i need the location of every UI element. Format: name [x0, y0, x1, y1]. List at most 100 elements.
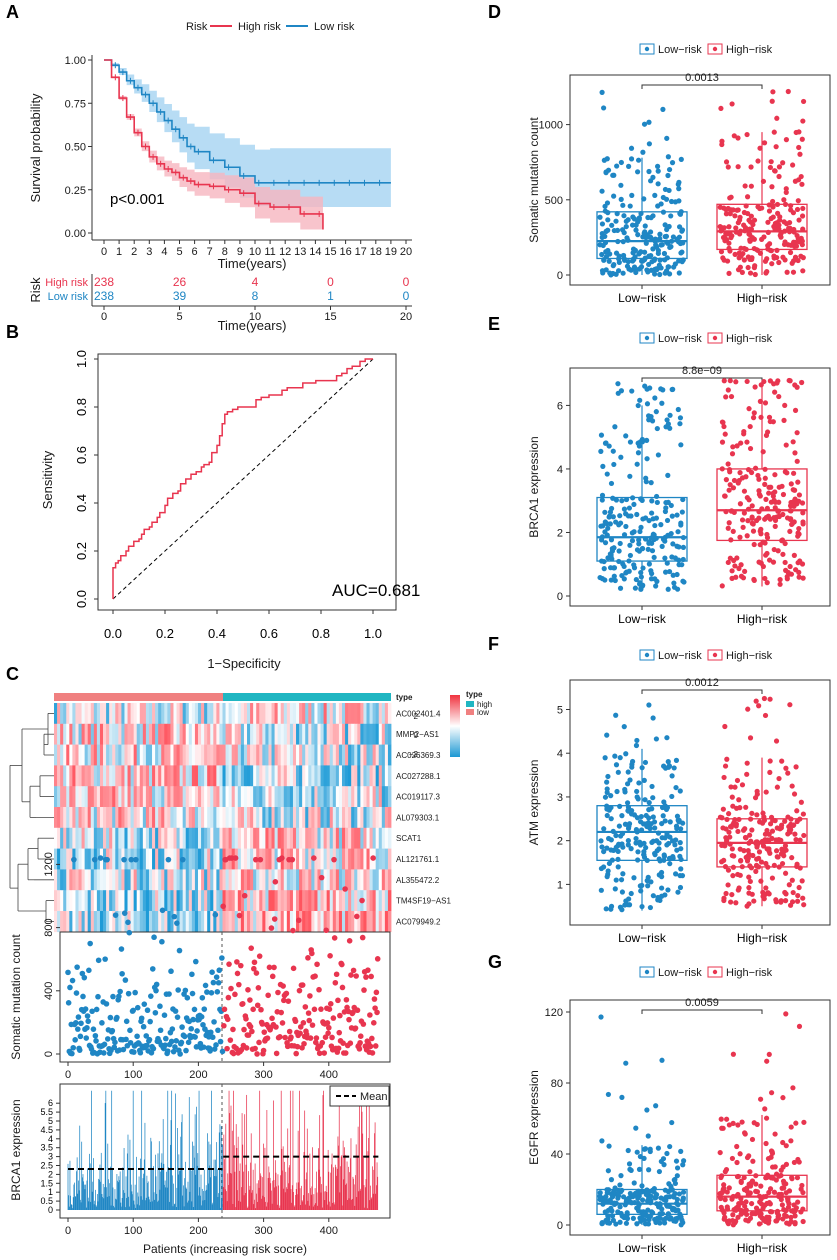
heat-cell: [201, 827, 205, 849]
box-point-f: [653, 736, 659, 742]
heat-cell: [277, 827, 282, 849]
box-point-f: [650, 893, 656, 899]
heat-cell: [204, 786, 208, 808]
heat-cell: [366, 911, 370, 933]
heat-cell: [216, 890, 220, 912]
scatter-point: [369, 1050, 376, 1056]
box-point-d: [799, 136, 805, 142]
scatter-point: [137, 1049, 144, 1056]
heat-cell: [348, 703, 352, 725]
scatter-point: [170, 1048, 177, 1055]
box-point-e: [787, 378, 793, 384]
heat-cell: [161, 723, 165, 745]
box-point-d: [749, 255, 755, 261]
heat-cell: [164, 869, 168, 891]
box-point-d: [744, 194, 751, 200]
significance-bracket-f: [641, 689, 763, 694]
heat-cell: [145, 765, 150, 787]
heat-cell: [188, 827, 193, 849]
box-point-e: [658, 386, 664, 392]
box-point-g: [730, 1212, 736, 1218]
heat-cell: [296, 848, 300, 870]
scatter-point: [326, 1024, 332, 1031]
box-point-d: [769, 184, 775, 190]
heat-cell: [57, 827, 61, 849]
box-point-e: [725, 387, 731, 393]
box-point-d: [646, 141, 652, 147]
box-point-g: [604, 1220, 611, 1226]
box-point-g: [658, 1158, 664, 1165]
heat-cell: [311, 807, 315, 829]
box-point-e: [618, 454, 624, 460]
box-point-e: [669, 513, 675, 519]
heat-cell: [155, 911, 159, 933]
heat-cell: [265, 869, 269, 891]
heat-cell: [66, 723, 70, 745]
box-point-g: [719, 1125, 725, 1131]
heat-cell: [253, 703, 257, 725]
box-point-g: [599, 1219, 605, 1226]
box-point-d: [783, 221, 790, 227]
box-point-e: [719, 419, 726, 425]
box-point-g: [674, 1196, 680, 1203]
heat-cell: [274, 723, 279, 745]
heat-cell: [84, 765, 89, 787]
box-point-f: [642, 797, 648, 803]
box-point-f: [662, 818, 668, 824]
heat-cell: [57, 723, 61, 745]
scatter-point: [104, 856, 110, 863]
heat-cell: [381, 827, 386, 849]
heat-cell: [296, 765, 300, 787]
heat-cell: [363, 869, 367, 891]
box-point-d: [618, 159, 624, 166]
risk-x-tick-label: 10: [249, 311, 261, 323]
heat-cell: [72, 723, 76, 745]
box-point-f: [604, 779, 610, 785]
heat-cell: [96, 765, 101, 787]
heat-cell: [384, 807, 389, 829]
heat-cell: [228, 786, 233, 808]
pvalue-e: 8.8e−09: [682, 365, 722, 377]
y-axis-label-e: BRCA1 expression: [527, 436, 541, 537]
box-point-e: [649, 498, 655, 504]
box-point-d: [770, 214, 776, 220]
heat-cell: [363, 848, 367, 870]
heat-cell: [299, 848, 303, 870]
heat-cell: [311, 869, 315, 891]
heat-cell: [185, 703, 190, 725]
box-point-e: [782, 540, 788, 547]
heat-cell: [259, 827, 263, 849]
heat-cell: [286, 765, 291, 787]
box-point-g: [778, 1167, 784, 1173]
heat-cell: [176, 744, 181, 766]
box-point-f: [790, 889, 796, 896]
box-point-f: [799, 878, 805, 884]
box-point-e: [793, 567, 799, 573]
box-point-f: [729, 794, 735, 800]
heat-cell: [354, 744, 358, 766]
heat-cell: [63, 827, 67, 849]
scatter-point: [232, 855, 239, 861]
y-tick-label-b: 0.0: [74, 590, 89, 608]
box-point-f: [673, 871, 679, 877]
box-point-d: [784, 269, 790, 275]
heat-cell: [179, 744, 184, 766]
box-point-e: [727, 469, 733, 475]
box-point-f: [656, 872, 662, 878]
panel-c-heatmap: type AC002401.4MMP2−AS1AC026369.3AC02728…: [9, 690, 492, 933]
heat-cell: [348, 890, 352, 912]
box-point-e: [599, 576, 606, 582]
box-point-g: [747, 1215, 754, 1221]
box-point-f: [633, 835, 639, 842]
heat-cell: [155, 744, 159, 766]
box-point-g: [646, 1217, 652, 1223]
annotation-track-label: type: [396, 693, 413, 702]
box-point-g: [773, 1171, 780, 1177]
x-tick-label-b: 1.0: [364, 626, 382, 641]
heat-cell: [179, 765, 184, 787]
x-tick-label-a: 6: [192, 246, 198, 258]
box-point-d: [795, 257, 801, 264]
box-point-e: [634, 511, 640, 518]
box-point-e: [659, 543, 665, 549]
heat-cell: [253, 744, 257, 766]
